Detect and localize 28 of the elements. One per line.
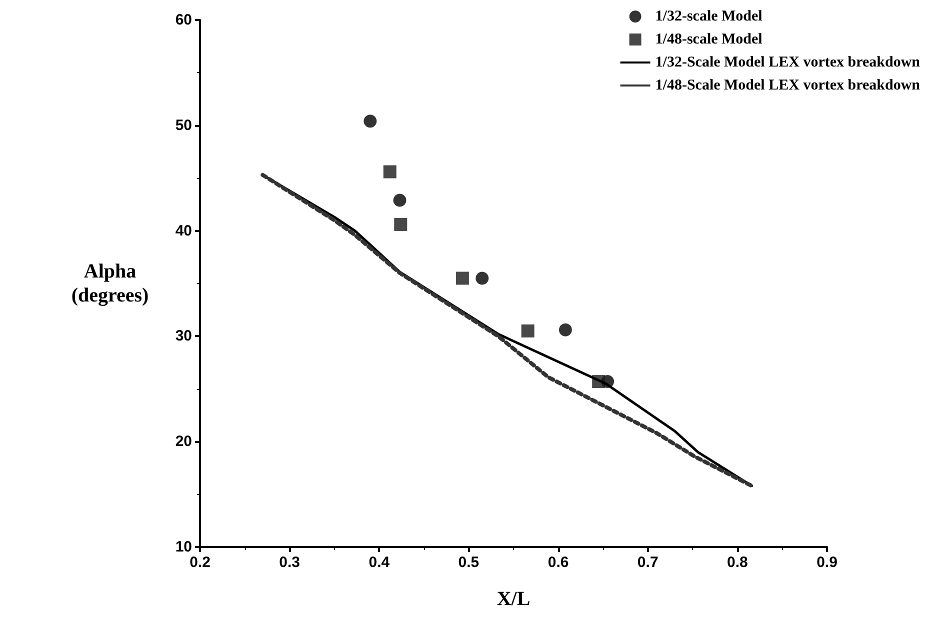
x-tick-label: 0.6 (548, 554, 569, 571)
legend-label: 1/48-scale Model (655, 32, 762, 48)
x-tick-label: 0.4 (368, 554, 390, 571)
point (383, 165, 396, 178)
x-tick-label: 0.8 (727, 554, 748, 571)
point (476, 272, 489, 285)
x-tick-label: 0.7 (637, 554, 658, 571)
x-tick-label: 0.3 (279, 554, 300, 571)
x-tick-label: 0.5 (458, 554, 480, 571)
x-tick-label: 0.2 (190, 554, 210, 571)
y-tick-label: 20 (175, 433, 192, 450)
legend-label: 1/32-scale Model (655, 8, 762, 24)
point (394, 218, 408, 231)
point (456, 272, 469, 285)
y-tick-label: 60 (175, 12, 192, 28)
y-axis-title: Alpha (degrees) (71, 260, 149, 306)
x-tick-label: 0.9 (816, 554, 838, 571)
point (521, 324, 534, 338)
legend-label: 1/48-Scale Model LEX vortex breakdown (655, 78, 921, 94)
point (364, 114, 377, 128)
point (558, 323, 572, 336)
y-tick-label: 10 (175, 538, 192, 556)
point (393, 194, 406, 207)
y-tick-label: 40 (175, 222, 192, 240)
legend-label: 1/32-Scale Model LEX vortex breakdown (655, 54, 921, 70)
y-tick-label: 50 (175, 116, 192, 134)
y-tick-label: 30 (175, 328, 192, 345)
x-axis-title: X/L (496, 588, 530, 610)
